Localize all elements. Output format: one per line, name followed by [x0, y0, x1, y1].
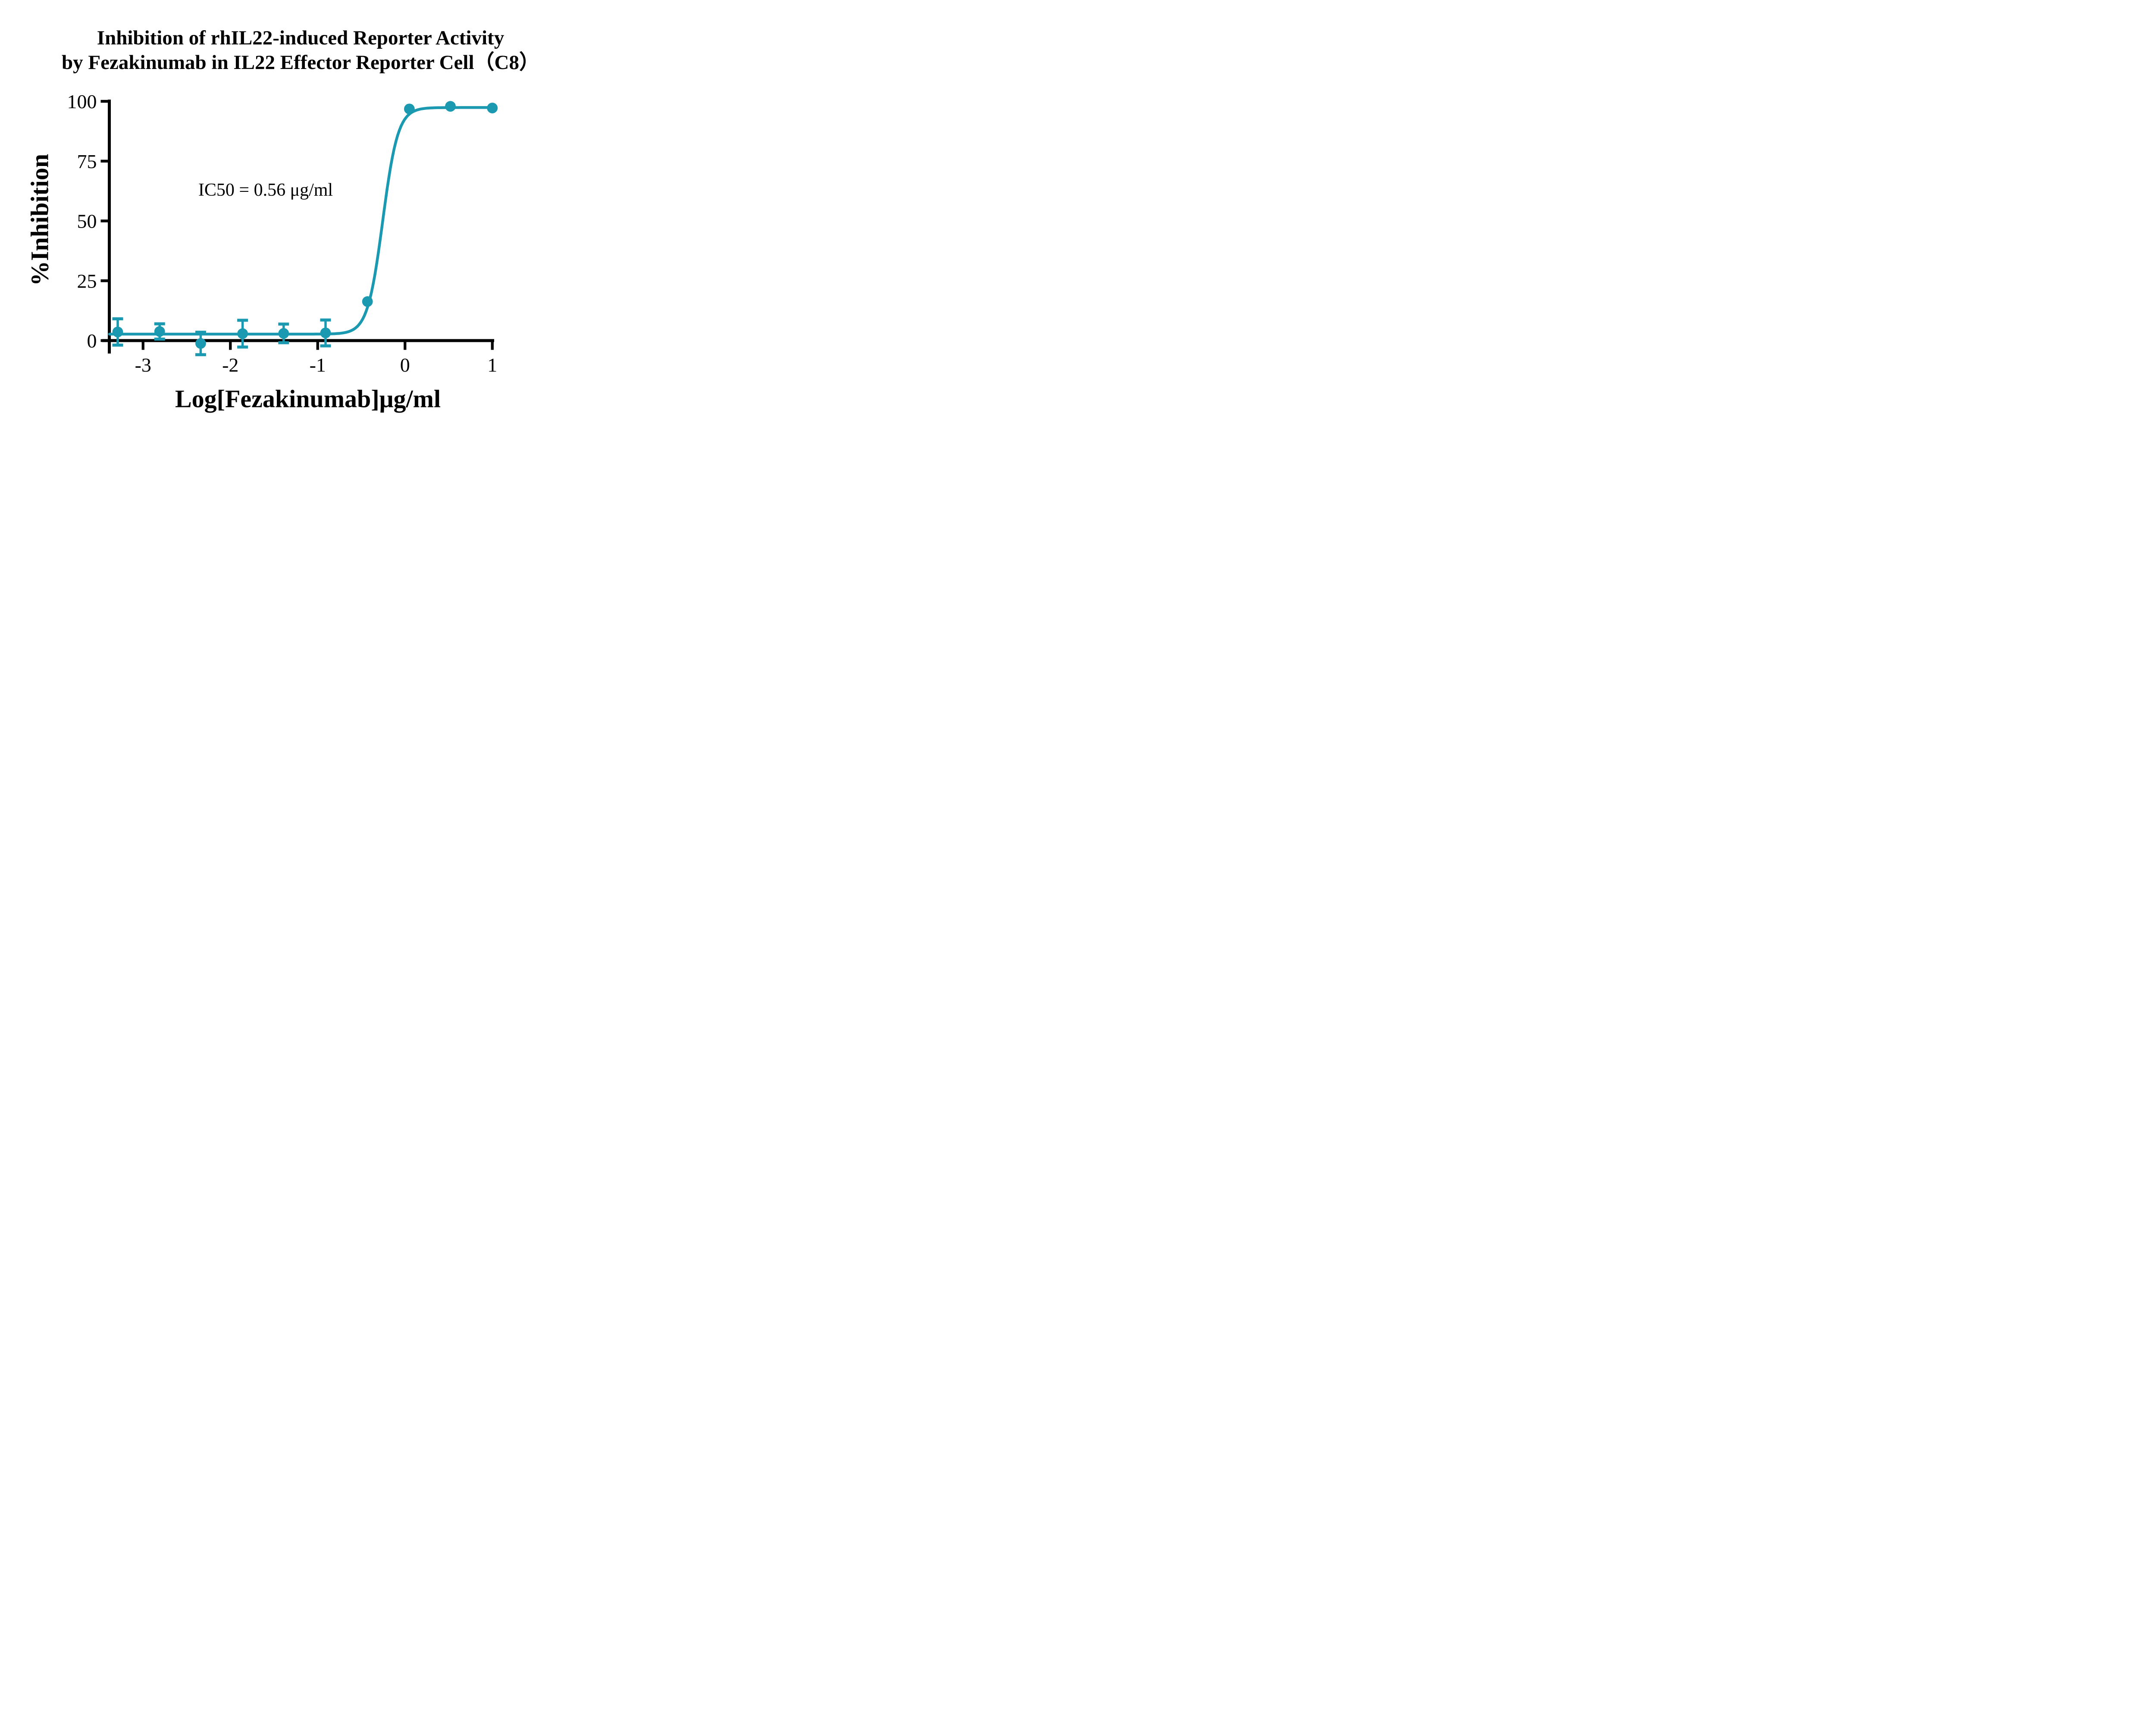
axes-layer: 100 75 50 25 0 -3 -2 -1 0 1: [67, 91, 498, 376]
x-tick-label: 0: [400, 354, 410, 376]
ic50-annotation: IC50 = 0.56 μg/ml: [198, 180, 333, 200]
fit-curve-layer: [108, 106, 493, 336]
data-point: [445, 101, 456, 112]
data-point: [362, 296, 373, 307]
x-tick-label: -1: [310, 354, 326, 376]
x-axis-title: Log[Fezakinumab]μg/ml: [175, 385, 441, 413]
data-point: [404, 103, 415, 115]
chart-title-line-1: Inhibition of rhIL22-induced Reporter Ac…: [97, 27, 505, 49]
data-point: [237, 328, 248, 339]
y-tick-label: 100: [67, 91, 97, 113]
fit-curve: [108, 106, 493, 336]
error-bars-layer: [112, 317, 331, 357]
data-point: [320, 327, 331, 338]
data-point: [154, 326, 165, 337]
data-point: [487, 103, 498, 113]
plot-area: 100 75 50 25 0 -3 -2 -1 0 1: [67, 91, 498, 376]
y-tick-label: 50: [77, 210, 97, 232]
x-tick-label: -2: [222, 354, 238, 376]
dose-response-figure: Inhibition of rhIL22-induced Reporter Ac…: [0, 0, 601, 430]
y-tick-label: 0: [87, 330, 97, 352]
x-tick-label: -3: [135, 354, 151, 376]
data-point: [112, 326, 123, 338]
y-tick-label: 25: [77, 270, 97, 292]
data-point: [278, 328, 289, 339]
chart-title: Inhibition of rhIL22-induced Reporter Ac…: [0, 26, 601, 75]
data-point: [195, 338, 206, 349]
chart-title-line-2: by Fezakinumab in IL22 Effector Reporter…: [62, 51, 539, 74]
y-tick-label: 75: [77, 150, 97, 172]
data-points-layer: [112, 101, 498, 349]
x-tick-label: 1: [487, 354, 497, 376]
